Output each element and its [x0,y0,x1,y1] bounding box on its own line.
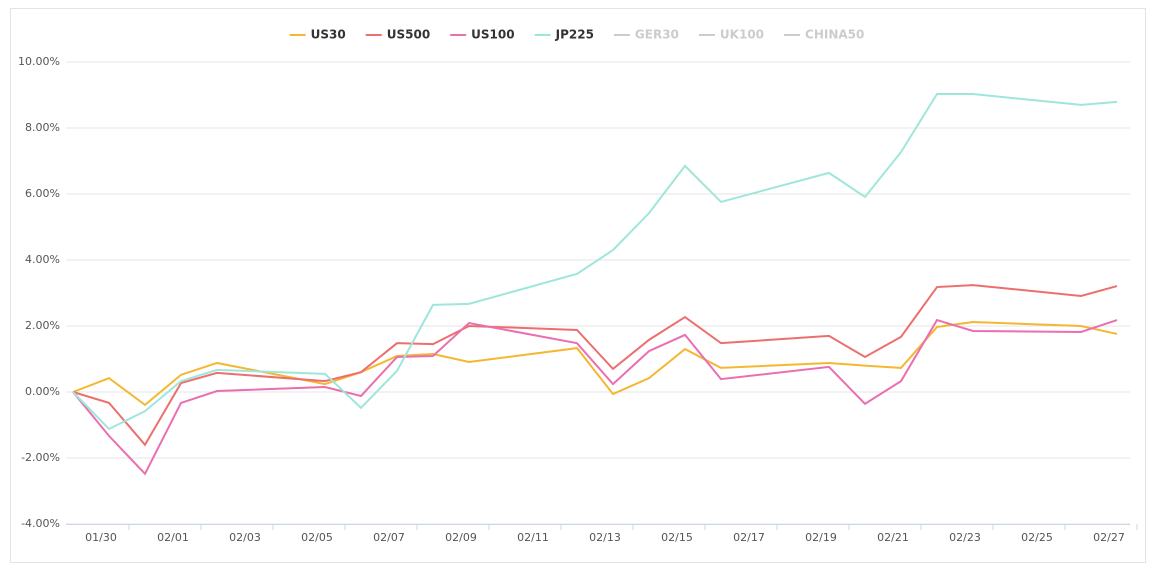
x-tick-label: 02/05 [301,531,333,544]
legend-item[interactable]: GER30 [635,28,679,42]
y-tick-label: 6.00% [25,187,60,200]
x-tick-label: 02/27 [1093,531,1125,544]
x-tick-label: 02/23 [949,531,981,544]
x-tick-label: 02/25 [1021,531,1053,544]
x-tick-label: 02/03 [229,531,261,544]
series-line [72,93,1118,431]
y-tick-label: 4.00% [25,253,60,266]
x-tick-label: 02/07 [373,531,405,544]
y-tick-label: -4.00% [21,517,60,530]
x-tick-label: 02/11 [517,531,549,544]
legend-item[interactable]: UK100 [720,28,764,42]
x-tick-label: 02/13 [589,531,621,544]
series-line [72,284,1118,447]
legend-item[interactable]: US100 [471,28,514,42]
x-tick-label: 02/09 [445,531,477,544]
x-tick-label: 02/17 [733,531,765,544]
series-line [72,318,1118,476]
x-tick-label: 01/30 [85,531,117,544]
x-tick-label: 02/15 [661,531,693,544]
x-tick-label: 02/21 [877,531,909,544]
y-tick-label: 2.00% [25,319,60,332]
x-tick-label: 02/19 [805,531,837,544]
y-tick-label: -2.00% [21,451,60,464]
y-tick-label: 0.00% [25,385,60,398]
legend-item[interactable]: CHINA50 [805,28,864,42]
x-tick-label: 02/01 [157,531,189,544]
legend-item[interactable]: US30 [311,28,346,42]
legend-item[interactable]: JP225 [555,28,594,42]
y-tick-label: 10.00% [18,55,60,68]
legend-item[interactable]: US500 [387,28,430,42]
series-line [72,321,1118,407]
y-tick-label: 8.00% [25,121,60,134]
